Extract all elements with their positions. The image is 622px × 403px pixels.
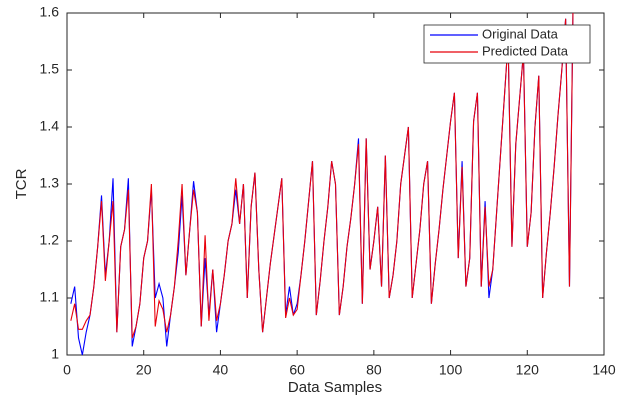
y-tick-label: 1.1 [40, 289, 60, 305]
legend-label: Original Data [482, 26, 559, 41]
x-tick-label: 60 [289, 362, 305, 378]
x-tick-label: 0 [63, 362, 71, 378]
legend-box [423, 24, 591, 64]
x-tick-label: 120 [516, 362, 540, 378]
y-tick-label: 1.3 [40, 175, 60, 191]
data-line [70, 13, 574, 339]
legend-label: Predicted Data [482, 43, 569, 58]
plot-lines [70, 13, 574, 355]
y-tick-label: 1 [51, 346, 59, 362]
y-tick-label: 1.2 [40, 232, 60, 248]
y-tick-label: 1.4 [40, 118, 60, 134]
y-tick-label: 1.6 [40, 4, 60, 20]
x-tick-label: 80 [366, 362, 382, 378]
x-tick-label: 20 [136, 362, 152, 378]
x-tick-label: 140 [592, 362, 616, 378]
y-axis-label: TCR [13, 168, 30, 199]
x-tick-label: 100 [439, 362, 463, 378]
x-tick-label: 40 [213, 362, 229, 378]
y-tick-label: 1.5 [40, 61, 60, 77]
x-axis-label: Data Samples [288, 379, 382, 396]
